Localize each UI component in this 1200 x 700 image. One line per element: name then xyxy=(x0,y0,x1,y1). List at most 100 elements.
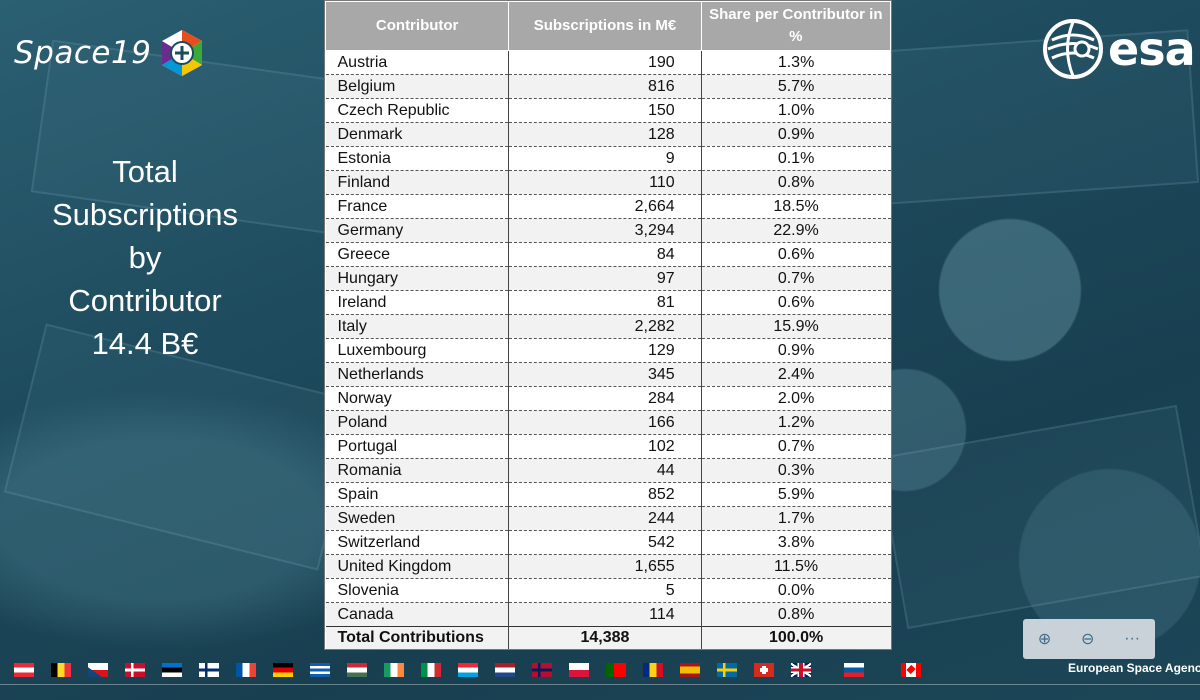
cell-share: 0.1% xyxy=(700,146,891,171)
table-row: Luxembourg 129 0.9% xyxy=(325,338,891,363)
table-row: Portugal 102 0.7% xyxy=(325,434,891,459)
table-row: France 2,664 18.5% xyxy=(325,194,891,219)
cell-subscriptions: 2,664 xyxy=(508,194,702,219)
cell-contributor: France xyxy=(325,194,509,219)
flag-slovenia-icon xyxy=(844,663,864,677)
table-row: Canada 114 0.8% xyxy=(325,602,891,627)
cell-subscriptions: 128 xyxy=(508,122,702,147)
cell-contributor: Slovenia xyxy=(325,578,509,603)
flag-united-kingdom-icon xyxy=(791,663,811,677)
table-row: Norway 284 2.0% xyxy=(325,386,891,411)
cell-share: 0.8% xyxy=(700,170,891,195)
table-row: Hungary 97 0.7% xyxy=(325,266,891,291)
cell-share: 2.4% xyxy=(700,362,891,387)
cell-subscriptions: 190 xyxy=(508,50,702,75)
flag-italy-icon xyxy=(421,663,441,677)
cell-contributor: Italy xyxy=(325,314,509,339)
table-row: Switzerland 542 3.8% xyxy=(325,530,891,555)
cell-subscriptions: 852 xyxy=(508,482,702,507)
flag-switzerland-icon xyxy=(754,663,774,677)
cell-subscriptions: 1,655 xyxy=(508,554,702,579)
cell-contributor: Poland xyxy=(325,410,509,435)
cell-contributor: Finland xyxy=(325,170,509,195)
flag-finland-icon xyxy=(199,663,219,677)
cell-subscriptions: 110 xyxy=(508,170,702,195)
cell-subscriptions: 81 xyxy=(508,290,702,315)
flag-sweden-icon xyxy=(717,663,737,677)
space19-logo: Space19 xyxy=(14,28,207,78)
table-row: Germany 3,294 22.9% xyxy=(325,218,891,243)
flag-spain-icon xyxy=(680,663,700,677)
header-subscriptions: Subscriptions in M€ xyxy=(508,1,702,51)
cell-share: 1.3% xyxy=(700,50,891,75)
flag-greece-icon xyxy=(310,663,330,677)
zoom-controls: ⊕ ⊖ ··· xyxy=(1023,619,1155,659)
cell-contributor: United Kingdom xyxy=(325,554,509,579)
cell-share: 0.8% xyxy=(700,602,891,627)
cell-subscriptions: 345 xyxy=(508,362,702,387)
cell-share: 15.9% xyxy=(700,314,891,339)
cell-contributor: Austria xyxy=(325,50,509,75)
flag-portugal-icon xyxy=(606,663,626,677)
cell-contributor: Czech Republic xyxy=(325,98,509,123)
table-row: Finland 110 0.8% xyxy=(325,170,891,195)
contributions-table: Contributor Subscriptions in M€ Share pe… xyxy=(324,0,892,650)
flag-canada-icon xyxy=(901,663,921,677)
cell-share: 0.7% xyxy=(700,434,891,459)
table-row: Ireland 81 0.6% xyxy=(325,290,891,315)
cell-share: 0.9% xyxy=(700,338,891,363)
cell-share: 1.7% xyxy=(700,506,891,531)
cell-subscriptions: 244 xyxy=(508,506,702,531)
zoom-in-icon[interactable]: ⊕ xyxy=(1037,631,1052,648)
cell-subscriptions: 44 xyxy=(508,458,702,483)
banknote-decoration xyxy=(877,404,1200,630)
table-row: Netherlands 345 2.4% xyxy=(325,362,891,387)
cell-share: 0.7% xyxy=(700,266,891,291)
flag-estonia-icon xyxy=(162,663,182,677)
table-row: Slovenia 5 0.0% xyxy=(325,578,891,603)
flag-luxembourg-icon xyxy=(458,663,478,677)
cell-contributor: Canada xyxy=(325,602,509,627)
cell-contributor: Luxembourg xyxy=(325,338,509,363)
flag-romania-icon xyxy=(643,663,663,677)
swiss-cross-icon xyxy=(760,668,768,672)
cell-contributor: Norway xyxy=(325,386,509,411)
zoom-out-icon[interactable]: ⊖ xyxy=(1081,631,1095,648)
title-line: by xyxy=(128,240,162,275)
title-total: 14.4 B€ xyxy=(91,326,199,361)
flag-hungary-icon xyxy=(347,663,367,677)
cell-contributor: Netherlands xyxy=(325,362,509,387)
table-row: Estonia 9 0.1% xyxy=(325,146,891,171)
flag-norway-icon xyxy=(532,663,552,677)
cell-contributor: Ireland xyxy=(325,290,509,315)
title-line: Contributor xyxy=(68,283,222,318)
cell-subscriptions: 166 xyxy=(508,410,702,435)
flag-austria-icon xyxy=(14,663,34,677)
cell-contributor: Estonia xyxy=(325,146,509,171)
flag-netherlands-icon xyxy=(495,663,515,677)
cell-share: 0.0% xyxy=(700,578,891,603)
cell-subscriptions: 114 xyxy=(508,602,702,627)
cell-share: 0.6% xyxy=(700,290,891,315)
space19-logo-text: Space19 xyxy=(14,35,152,71)
footer-divider xyxy=(0,684,1200,685)
total-row: Total Contributions 14,388 100.0% xyxy=(325,626,891,649)
esa-footer-text: European Space Agenc xyxy=(1068,661,1200,675)
cell-contributor: Denmark xyxy=(325,122,509,147)
cell-contributor: Spain xyxy=(325,482,509,507)
more-options-icon[interactable]: ··· xyxy=(1124,630,1141,647)
table-row: Sweden 244 1.7% xyxy=(325,506,891,531)
cell-subscriptions: 2,282 xyxy=(508,314,702,339)
flag-denmark-icon xyxy=(125,663,145,677)
title-line: Subscriptions xyxy=(51,197,239,232)
header-share: Share per Contributor in % xyxy=(700,1,892,51)
esa-logo-text: esa xyxy=(1108,22,1196,76)
cell-contributor: Switzerland xyxy=(325,530,509,555)
flag-ireland-icon xyxy=(384,663,404,677)
cell-share: 1.0% xyxy=(700,98,891,123)
table-row: Italy 2,282 15.9% xyxy=(325,314,891,339)
table-row: Spain 852 5.9% xyxy=(325,482,891,507)
cell-share: 1.2% xyxy=(700,410,891,435)
table-row: Belgium 816 5.7% xyxy=(325,74,891,99)
cell-contributor: Hungary xyxy=(325,266,509,291)
